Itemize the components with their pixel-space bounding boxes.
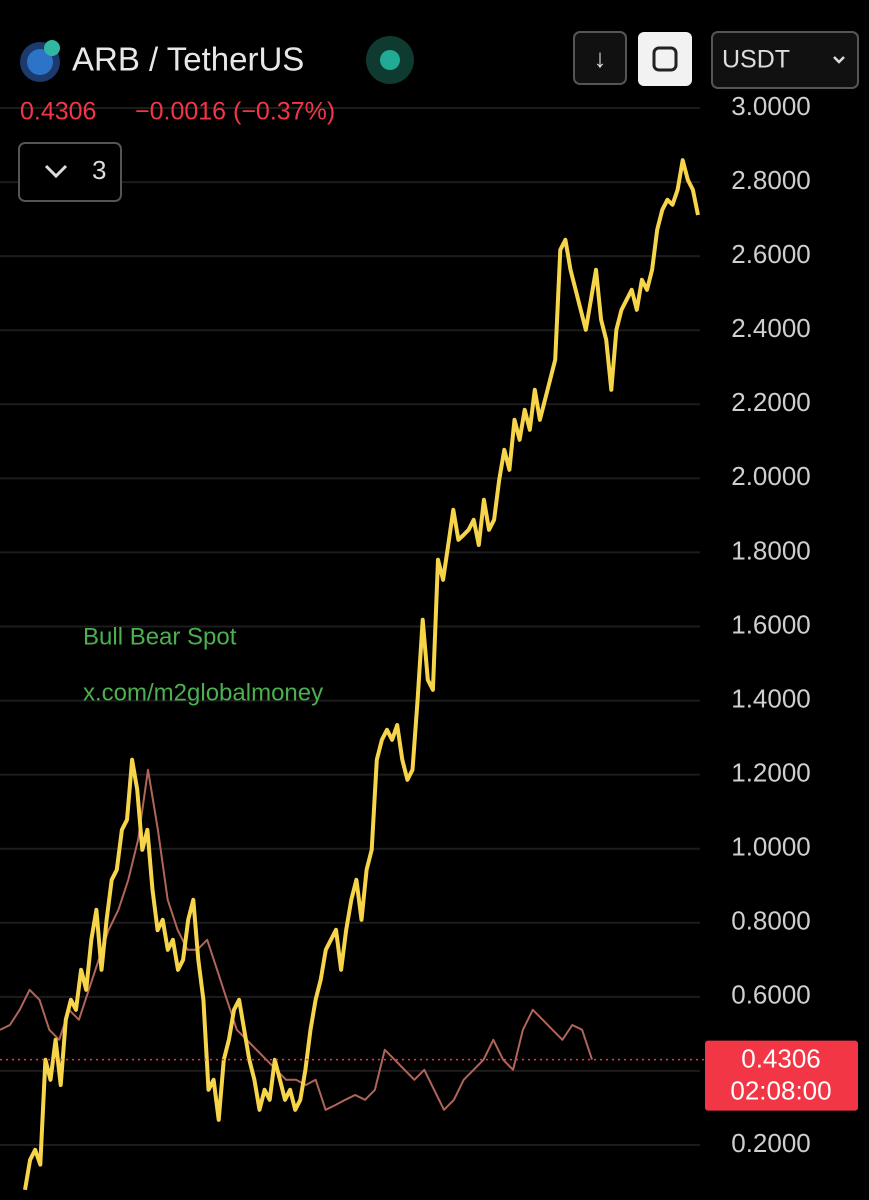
y-tick-label: 2.0000 — [731, 461, 811, 491]
price-tag-value: 0.4306 — [741, 1043, 821, 1073]
watermark: Bull Bear Spot — [83, 623, 237, 650]
y-tick-label: 0.8000 — [731, 906, 811, 936]
y-axis: 3.0000 2.8000 2.6000 2.4000 2.2000 2.0000 1.80… — [705, 91, 858, 1158]
y-tick-label: 2.4000 — [731, 313, 811, 343]
currency-select[interactable] — [711, 31, 859, 89]
indicator-toggle[interactable] — [18, 142, 122, 202]
price-change: −0.0016 (−0.37%) — [135, 98, 335, 126]
price-tag-countdown: 02:08:00 — [730, 1075, 831, 1105]
y-tick-label: 2.2000 — [731, 387, 811, 417]
download-icon: ↓ — [594, 43, 607, 73]
y-tick-label: 1.0000 — [731, 832, 811, 862]
last-price: 0.4306 — [20, 98, 96, 126]
series-line — [23, 158, 700, 1191]
fullscreen-icon — [652, 46, 678, 72]
grid — [0, 106, 700, 1147]
price-tag — [705, 1040, 858, 1111]
y-tick-label: 0.6000 — [731, 980, 811, 1010]
y-tick-label: 1.6000 — [731, 609, 811, 639]
exchange-icon — [44, 40, 60, 56]
y-tick-label: 1.2000 — [731, 758, 811, 788]
indicator-count: 3 — [92, 155, 106, 185]
y-tick-label: 3.0000 — [731, 91, 811, 121]
y-tick-label: 2.6000 — [731, 239, 811, 269]
watermark: x.com/m2globalmoney — [83, 679, 323, 706]
y-tick-label: 1.8000 — [731, 535, 811, 565]
status-dot — [380, 50, 400, 70]
y-tick-label: 0.2000 — [731, 1128, 811, 1158]
plot — [0, 158, 705, 1191]
symbol-title: ARB / TetherUS — [72, 41, 304, 78]
y-tick-label: 2.8000 — [731, 165, 811, 195]
download-button[interactable] — [573, 31, 627, 85]
chevron-icon — [44, 164, 68, 179]
coin-icon — [27, 49, 53, 75]
currency-label: USDT — [722, 46, 790, 74]
y-tick-label: 1.4000 — [731, 683, 811, 713]
fullscreen-button[interactable] — [638, 32, 692, 86]
dropdown-icon — [833, 56, 845, 64]
